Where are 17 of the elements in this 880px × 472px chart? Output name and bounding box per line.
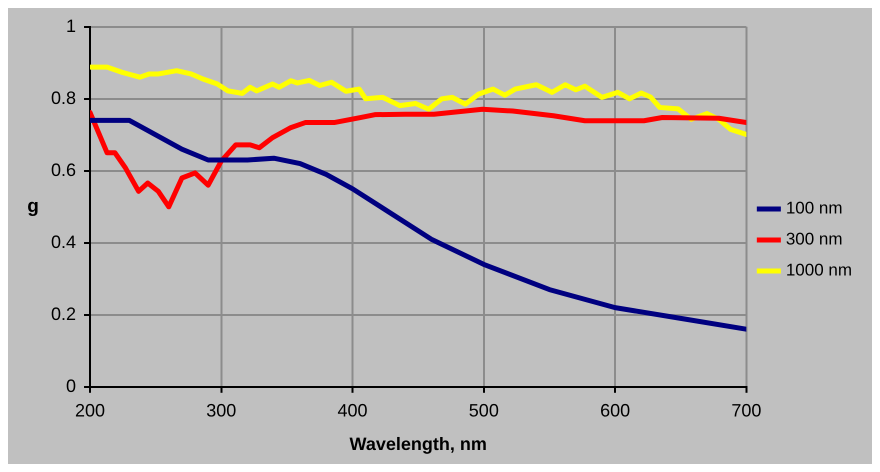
x-tick-label: 200 (75, 400, 106, 421)
y-axis-title: g (27, 196, 39, 218)
x-tick-label: 700 (731, 400, 762, 421)
legend-label: 1000 nm (786, 260, 852, 280)
y-tick-label: 0 (66, 376, 76, 396)
x-tick-label: 600 (600, 400, 630, 421)
y-tick-label: 0.4 (50, 232, 76, 252)
x-tick-label: 400 (338, 400, 368, 421)
legend-label: 300 nm (786, 230, 843, 249)
legend-label: 100 nm (786, 198, 843, 218)
y-tick-label: 1 (66, 16, 76, 36)
x-tick-label: 500 (468, 400, 499, 421)
y-tick-label: 0.8 (50, 88, 76, 108)
y-tick-label: 0.6 (50, 160, 76, 180)
x-axis-title: Wavelength, nm (350, 434, 487, 454)
x-tick-label: 300 (206, 400, 236, 421)
y-tick-label: 0.2 (50, 304, 76, 324)
